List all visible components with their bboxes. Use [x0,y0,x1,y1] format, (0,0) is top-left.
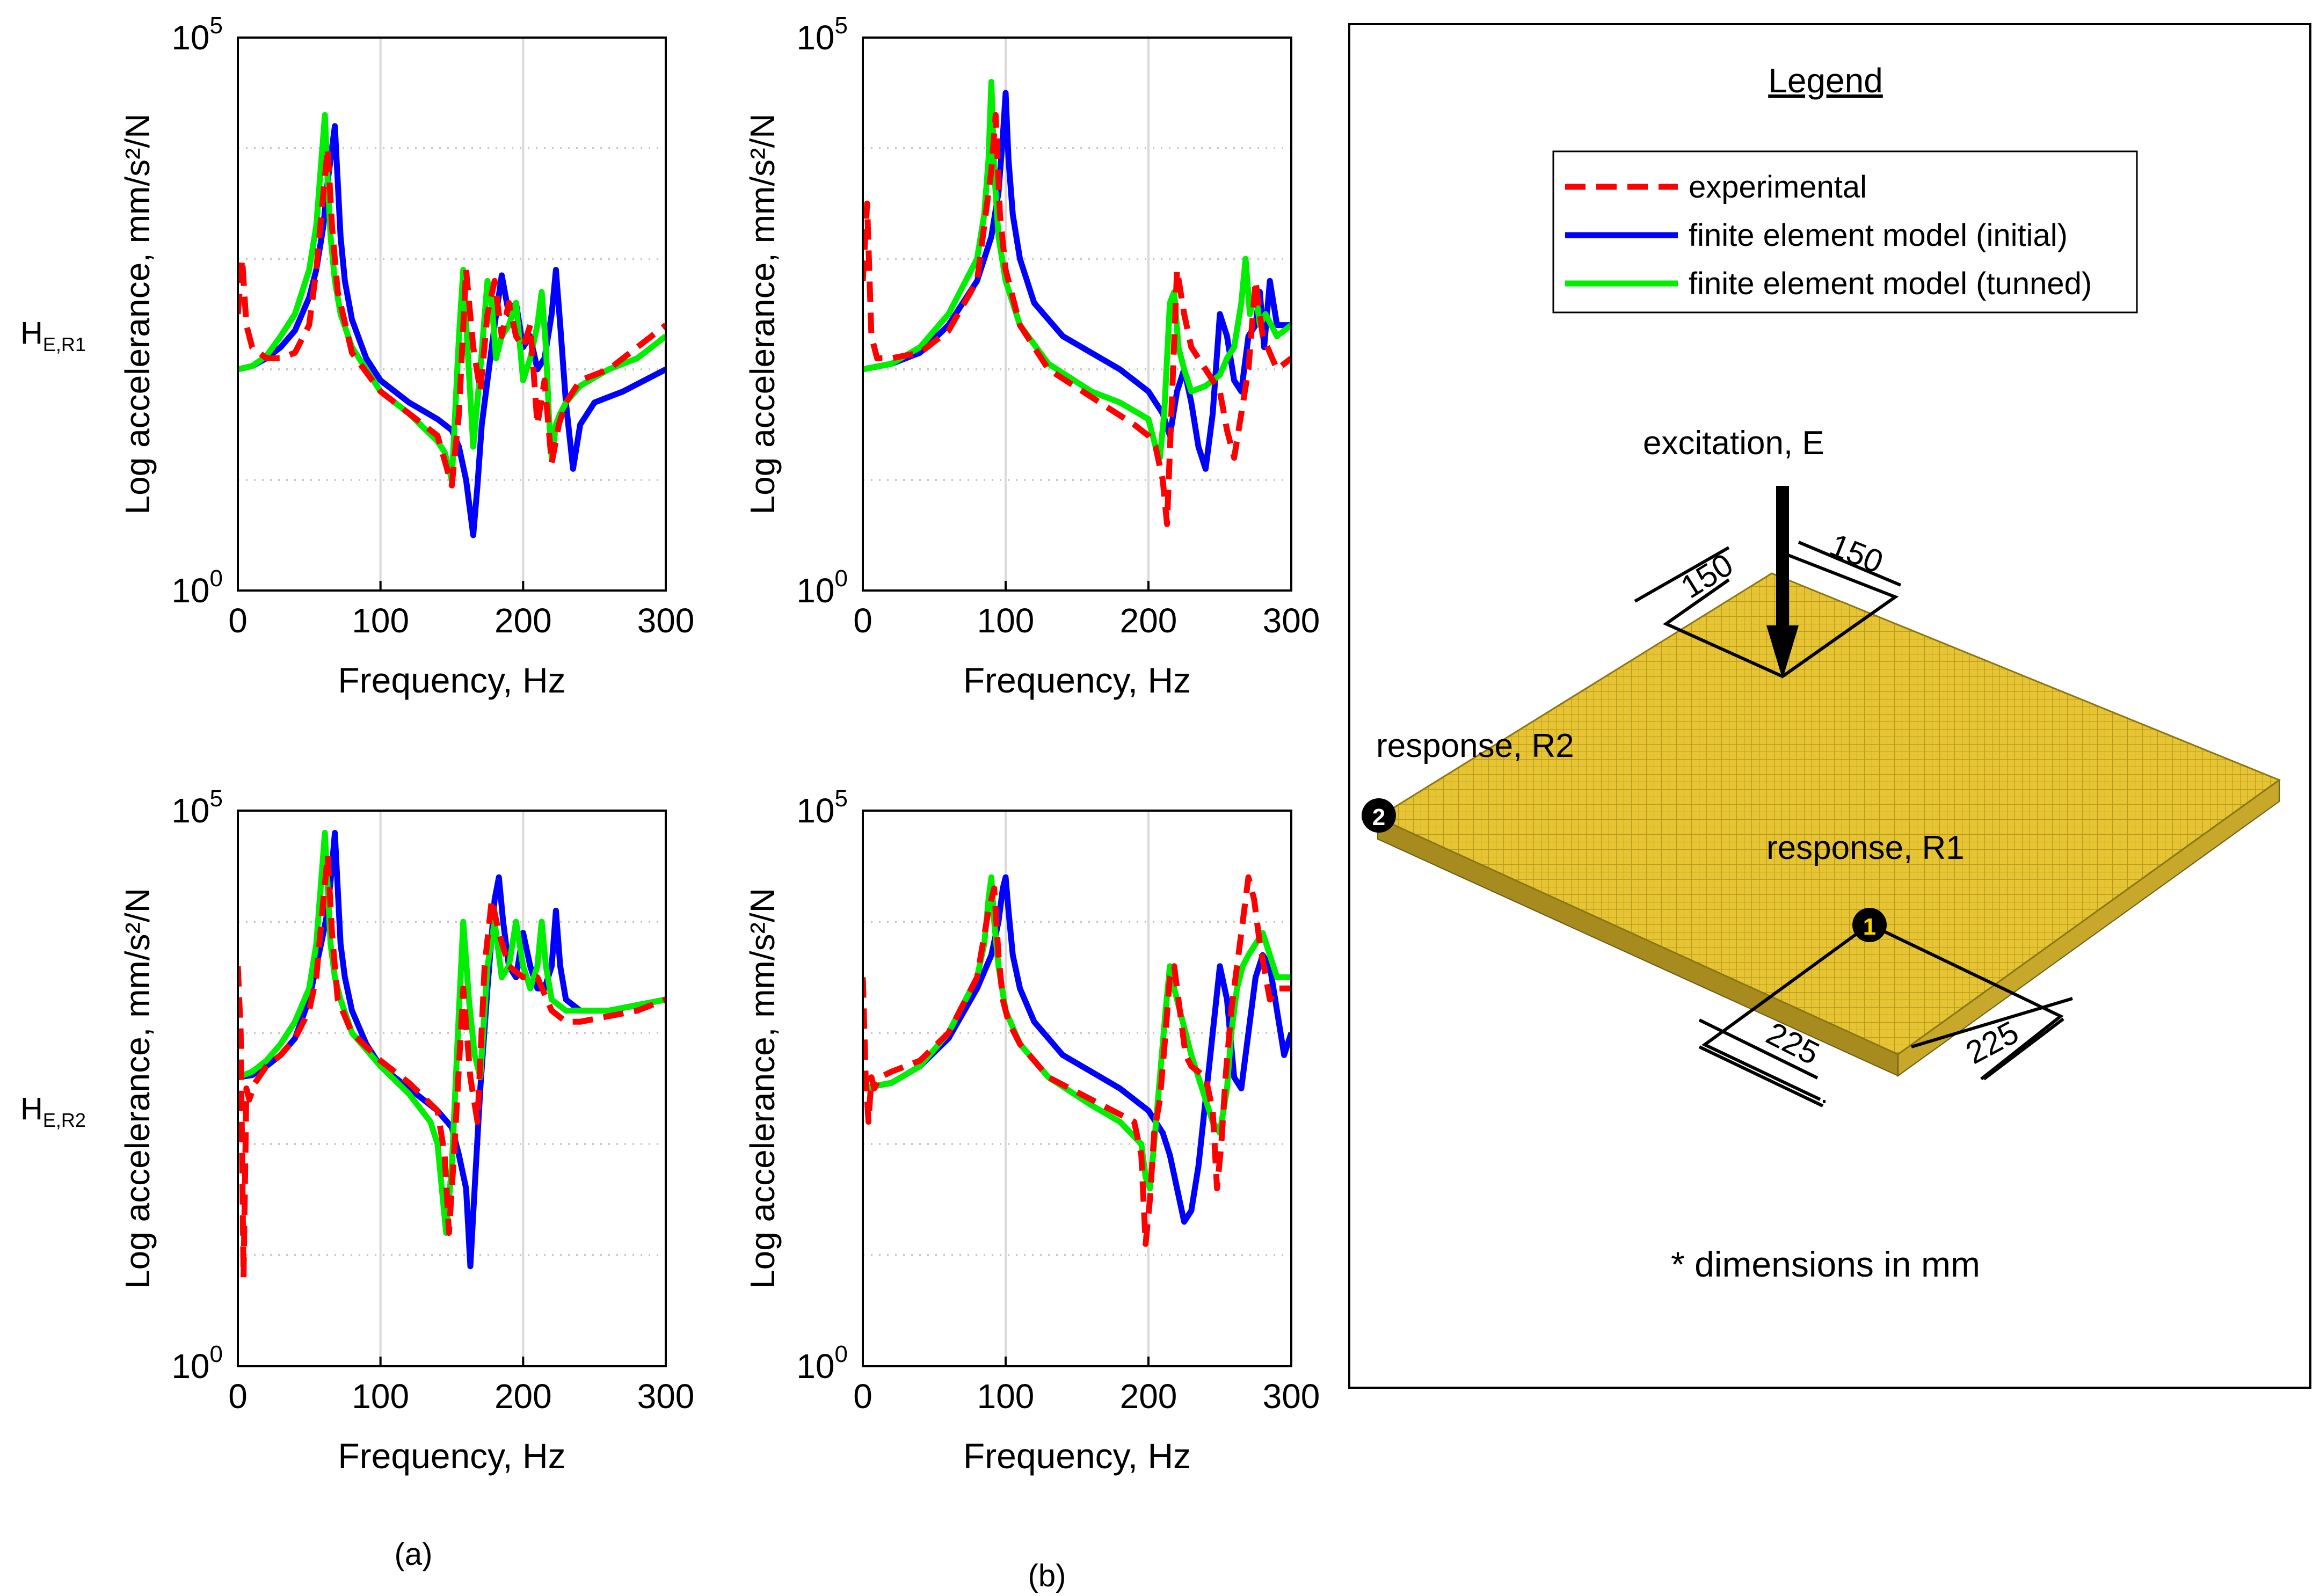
y-axis-label: Log accelerance, mm/s²/N [743,888,782,1289]
legend-label-initial: finite element model (initial) [1689,218,2068,253]
column-label-b: (b) [1028,1558,1066,1593]
x-axis-label: Frequency, Hz [963,1436,1191,1476]
y-axis-label: Log accelerance, mm/s²/N [118,888,157,1289]
response-marker-1-label: 1 [1863,914,1876,940]
x-axis-label: Frequency, Hz [338,1436,565,1476]
excitation-label: excitation, E [1643,425,1824,462]
x-tick-label: 100 [977,1377,1035,1416]
x-tick-label: 200 [1120,1377,1177,1416]
x-tick-label: 0 [853,601,872,640]
x-tick-label: 200 [494,601,552,640]
series-line-initial [238,829,666,1270]
series-line-initial [238,123,666,538]
response-marker-2-label: 2 [1372,804,1385,830]
legend-item-initial: finite element model (initial) [1565,218,2068,253]
x-tick-label: 100 [977,601,1035,640]
series-line-experimental [863,874,1291,1247]
axes-frame [862,37,1292,592]
row-label-r1-main: H [20,316,43,351]
x-tick-label: 0 [228,601,248,640]
response-marker-1 [1852,908,1887,942]
legend-item-tuned: finite element model (tunned) [1565,266,2092,301]
series-line-tuned [238,829,666,1236]
series-line-experimental [238,145,666,489]
svg-text:HE,R2: HE,R2 [20,1091,86,1131]
y-tick-label: 100 [796,565,848,610]
legend-title: Legend [1768,61,1883,100]
x-tick-label: 100 [352,1377,409,1416]
column-label-a: (a) [395,1537,433,1572]
y-axis-label: Log accelerance, mm/s²/N [118,114,157,515]
series-line-tuned [238,112,666,483]
dim-line-br [1983,1017,2064,1081]
x-tick-label: 300 [1263,601,1320,640]
x-tick-label: 0 [853,1377,872,1416]
row-label-r1: HE,R1 [20,316,86,355]
series-line-tuned [863,78,1291,461]
row-label-r2-sub: E,R2 [43,1109,86,1131]
y-axis-label: Log accelerance, mm/s²/N [743,114,782,515]
dim-line-bl [1698,1045,1824,1107]
top-dimension-lines [1634,541,1902,678]
row-label-r2: HE,R2 [20,1091,86,1131]
excitation-arrow-head [1766,625,1799,679]
row-label-r2-main: H [20,1091,43,1126]
plate-diagram: Legend experimental finite element model… [1348,23,2311,1389]
x-tick-label: 0 [228,1377,248,1416]
series-line-experimental [863,112,1291,527]
series-line-experimental [238,852,666,1280]
y-tick-label: 105 [171,12,223,57]
y-tick-label: 105 [796,12,848,57]
y-tick-label: 100 [171,565,223,610]
x-tick-label: 300 [637,1377,695,1416]
legend-label-tuned: finite element model (tunned) [1689,266,2092,301]
y-tick-label: 100 [796,1341,848,1386]
x-axis-label: Frequency, Hz [338,660,565,700]
response-r2-label: response, R2 [1376,727,1574,764]
x-tick-label: 300 [1263,1377,1320,1416]
x-tick-label: 100 [352,601,409,640]
y-tick-label: 105 [171,785,223,830]
series-line-initial [863,874,1291,1225]
footnote: * dimensions in mm [1671,1244,1980,1284]
response-marker-2 [1362,798,1396,833]
response-r1-label: response, R1 [1766,829,1965,866]
y-tick-label: 100 [171,1341,223,1386]
axes-frame [237,37,667,592]
series-line-initial [863,90,1291,472]
plate-outline [1376,572,2281,1055]
bottom-dimension-lines [1698,923,2073,1103]
axes-frame [237,810,667,1367]
legend-item-experimental: experimental [1565,170,1867,205]
plate [1376,572,2281,1077]
legend-label-experimental: experimental [1689,170,1867,205]
axes-frame [862,810,1292,1367]
svg-text:HE,R1: HE,R1 [20,316,86,355]
x-axis-label: Frequency, Hz [963,660,1191,700]
x-tick-label: 200 [494,1377,552,1416]
row-label-r1-sub: E,R1 [43,333,86,355]
x-tick-label: 300 [637,601,695,640]
plate-top-surface [1378,573,2279,1054]
y-tick-label: 105 [796,785,848,830]
x-tick-label: 200 [1120,601,1177,640]
